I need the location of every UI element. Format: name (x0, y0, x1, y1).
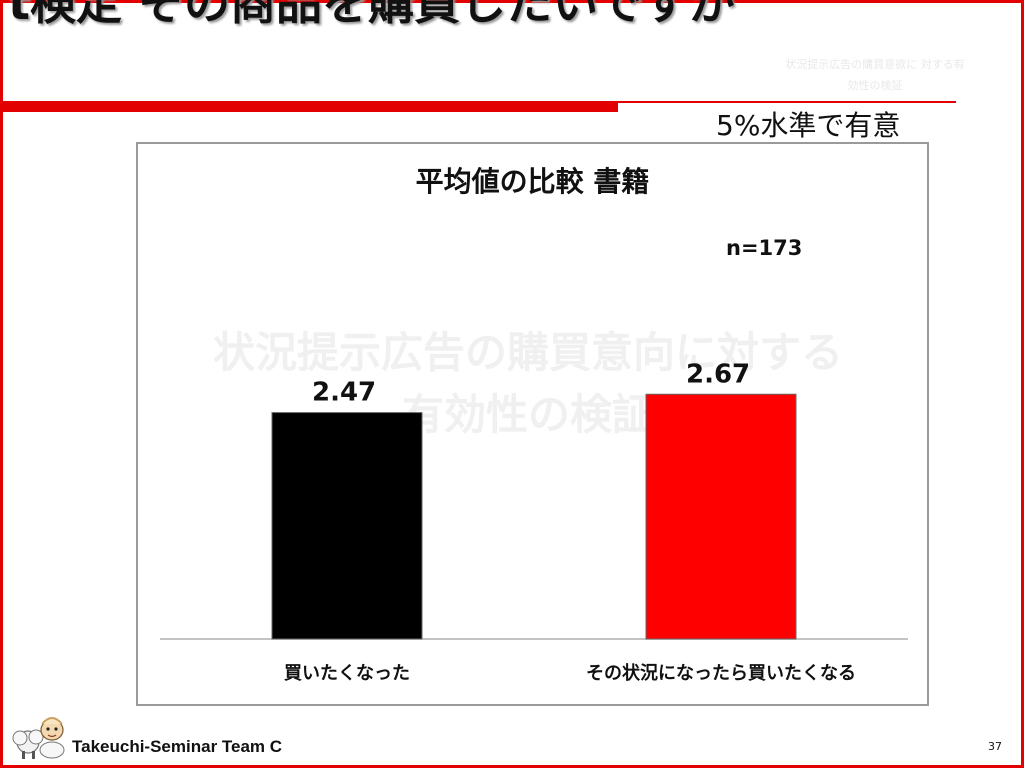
sheep-logo-icon (12, 717, 65, 759)
bar-chart: 2.47 買いたくなった 2.67 その状況になったら買いたくなる (160, 359, 908, 684)
chart-title: 平均値の比較 書籍 (415, 165, 650, 198)
footer-team-name: Takeuchi-Seminar Team C (72, 737, 283, 756)
slide-title: t検定 その商品を購買したいですか (8, 0, 735, 30)
data-label-2: 2.67 (686, 359, 750, 389)
data-label-1: 2.47 (312, 378, 376, 408)
title-rule-thick (0, 101, 618, 112)
chart-panel: 状況提示広告の購買意向に対する有効性の検証 平均値の比較 書籍 n=173 2.… (136, 142, 929, 706)
small-watermark: 状況提示広告の購買意欲に 対する有効性の検証 (785, 58, 965, 92)
bar-1 (271, 412, 423, 640)
significance-note: 5%水準で有意 (716, 109, 901, 142)
page-number: 37 (988, 740, 1002, 753)
bar-2 (645, 393, 797, 640)
title-rule-thin (618, 101, 956, 103)
category-label-2: その状況になったら買いたくなる (586, 662, 856, 684)
sample-size-note: n=173 (726, 236, 803, 260)
chart-watermark: 状況提示広告の購買意向に対する有効性の検証 (212, 328, 843, 439)
category-label-1: 買いたくなった (284, 663, 410, 684)
